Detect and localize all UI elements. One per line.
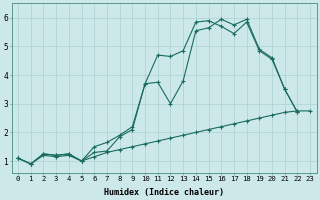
X-axis label: Humidex (Indice chaleur): Humidex (Indice chaleur) (104, 188, 224, 197)
